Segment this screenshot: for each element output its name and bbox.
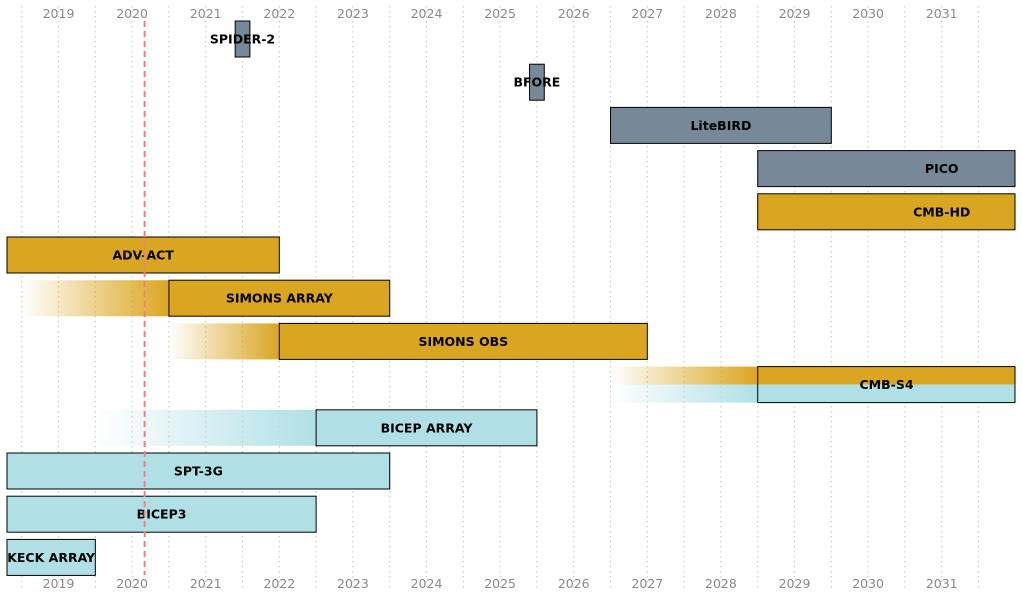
top-tick-label: 2019 [43,6,75,21]
bar [610,106,832,144]
bar [6,538,96,576]
bottom-axis-ticks: 2019 2020 2021 2022 2023 2024 2025 2026 2027 2028… [43,576,958,591]
bottom-tick-label: 2019 [43,576,75,591]
bar [6,452,391,490]
bar-lead-in [95,409,317,446]
grid-lines [21,6,980,589]
top-tick-label: 2022 [263,6,295,21]
top-tick-label: 2030 [852,6,884,21]
bar [234,20,251,58]
bottom-tick-label: 2027 [631,576,663,591]
bottom-tick-label: 2026 [558,576,590,591]
bar [315,409,538,447]
bar [278,322,648,360]
bottom-tick-label: 2030 [852,576,884,591]
bar-label: LiteBIRD [690,118,751,133]
bottom-tick-label: 2023 [337,576,369,591]
top-tick-label: 2028 [705,6,737,21]
bar [757,150,1016,188]
top-tick-label: 2031 [926,6,958,21]
bar-labels: SPIDER-2 BFORE LiteBIRD PICO CMB-HD ADV-ACT SI… [7,32,970,565]
top-tick-label: 2029 [779,6,811,21]
bottom-tick-label: 2022 [263,576,295,591]
bar [6,495,317,533]
top-tick-label: 2024 [411,6,443,21]
bar-label: SPT-3G [174,464,223,479]
top-tick-label: 2023 [337,6,369,21]
bar-lead-in [21,280,169,317]
bar-label: SPIDER-2 [210,32,275,47]
bottom-tick-label: 2025 [484,576,516,591]
bar [757,193,1016,231]
bar-label: BFORE [513,75,560,90]
bottom-tick-label: 2031 [926,576,958,591]
bottom-tick-label: 2029 [779,576,811,591]
bar-lead-in [168,323,280,360]
bar-label: CMB-S4 [860,377,914,392]
bar-label: ADV-ACT [112,248,174,263]
bar-top-half [757,366,1015,385]
top-tick-label: 2025 [484,6,516,21]
bars [6,20,1016,576]
top-tick-label: 2027 [631,6,663,21]
top-axis-ticks: 2019 2020 2021 2022 2023 2024 2025 2026 2027 2028… [43,6,958,21]
bar-label: PICO [925,161,959,176]
bottom-tick-label: 2024 [411,576,443,591]
bar-lead-in [610,384,758,403]
bar [168,279,391,317]
bar-label: BICEP ARRAY [381,420,474,435]
bar-label: SIMONS ARRAY [226,291,334,306]
bar [6,236,280,274]
top-tick-label: 2021 [190,6,222,21]
bar-bottom-half [757,384,1015,403]
top-tick-label: 2020 [116,6,148,21]
top-tick-label: 2026 [558,6,590,21]
bar [529,63,545,101]
bar-label: KECK ARRAY [7,550,96,565]
bottom-tick-label: 2028 [705,576,737,591]
bottom-tick-label: 2020 [116,576,148,591]
bar-lead-in [610,366,758,385]
bar-outline [757,366,1016,404]
bar-label: SIMONS OBS [418,334,508,349]
bar-label: BICEP3 [137,507,187,522]
bar-label: CMB-HD [913,204,970,219]
bottom-tick-label: 2021 [190,576,222,591]
